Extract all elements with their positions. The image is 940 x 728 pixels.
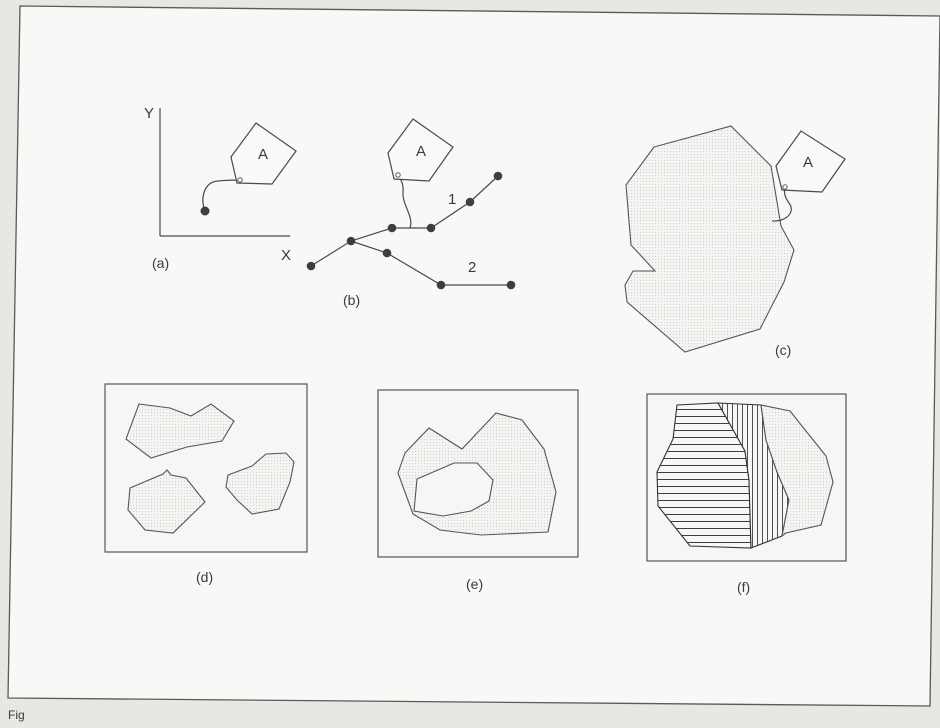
line-network-branch-2 bbox=[350, 240, 511, 286]
figure-caption-fragment: Fig bbox=[8, 708, 25, 722]
caption-e: (e) bbox=[466, 576, 483, 592]
attribute-tag bbox=[230, 122, 297, 185]
panel-b: A 1 2 (b) bbox=[306, 118, 516, 308]
attribute-tag bbox=[387, 118, 454, 182]
line-network-trunk bbox=[310, 175, 499, 267]
panel-c: A (c) bbox=[624, 125, 846, 358]
polygon-hole bbox=[413, 462, 494, 517]
line-1-label: 1 bbox=[448, 191, 456, 208]
panel-a: Y X A (a) bbox=[144, 105, 297, 271]
polygon-dotted bbox=[760, 404, 834, 538]
node bbox=[346, 236, 356, 246]
area-polygon bbox=[624, 125, 795, 353]
caption-a: (a) bbox=[152, 255, 169, 271]
node bbox=[306, 261, 316, 271]
line-2-label: 2 bbox=[468, 259, 476, 276]
x-axis-label: X bbox=[281, 247, 291, 264]
panel-d: (d) bbox=[104, 383, 308, 585]
tag-label: A bbox=[416, 143, 426, 160]
attribute-link bbox=[771, 187, 792, 222]
node bbox=[382, 248, 392, 258]
polygon bbox=[127, 469, 206, 534]
point-feature bbox=[200, 206, 210, 216]
caption-f: (f) bbox=[737, 579, 750, 595]
tag-hole bbox=[395, 172, 401, 178]
caption-b: (b) bbox=[343, 292, 360, 308]
node bbox=[387, 223, 397, 233]
attribute-tag bbox=[775, 130, 846, 193]
panel-e: (e) bbox=[377, 389, 579, 592]
attribute-link bbox=[202, 179, 241, 212]
node bbox=[436, 280, 446, 290]
tag-hole bbox=[237, 177, 243, 183]
panel-f: (f) bbox=[646, 393, 847, 595]
node bbox=[506, 280, 516, 290]
tag-label: A bbox=[803, 154, 813, 171]
caption-c: (c) bbox=[775, 342, 791, 358]
node bbox=[465, 197, 475, 207]
node bbox=[493, 171, 503, 181]
tag-label: A bbox=[258, 146, 268, 163]
tag-hole bbox=[782, 184, 788, 190]
polygon bbox=[125, 403, 235, 459]
caption-d: (d) bbox=[196, 569, 213, 585]
y-axis-label: Y bbox=[144, 105, 154, 122]
polygon bbox=[225, 452, 295, 515]
node bbox=[426, 223, 436, 233]
